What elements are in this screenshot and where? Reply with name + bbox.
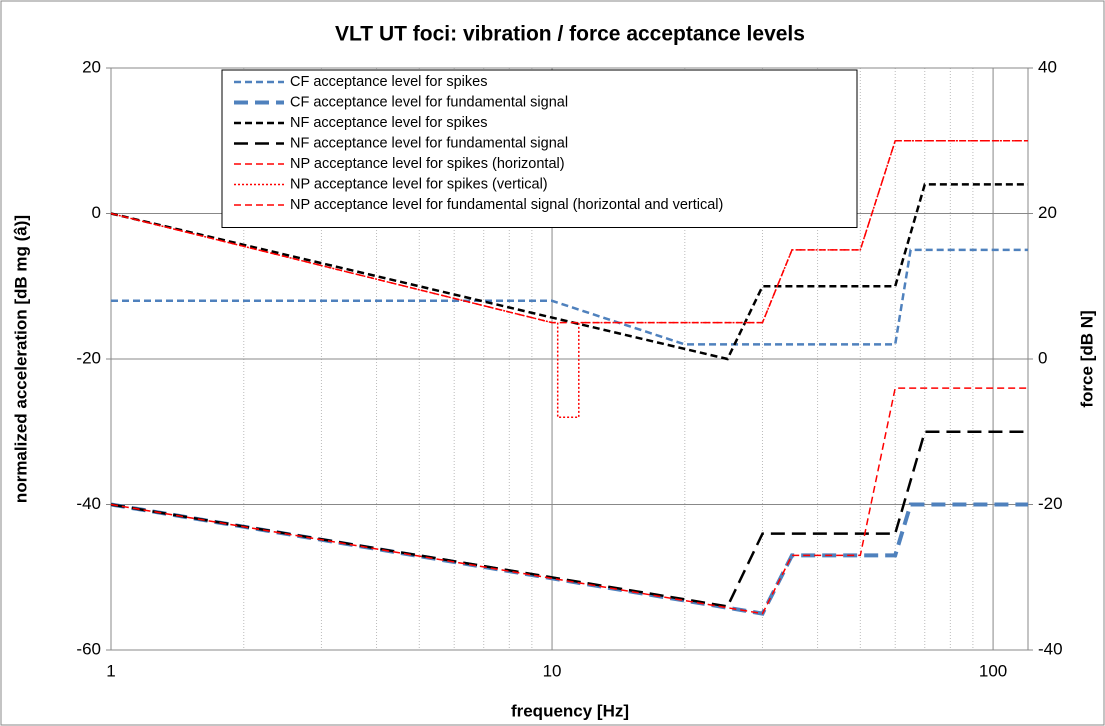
x-axis-label: frequency [Hz] <box>511 701 629 720</box>
legend-label: NP acceptance level for fundamental sign… <box>290 197 723 213</box>
y2-tick-label: 40 <box>1038 57 1057 76</box>
y2-tick-label: -20 <box>1038 494 1063 513</box>
legend-label: CF acceptance level for fundamental sign… <box>290 94 568 110</box>
y-tick-label: 20 <box>82 57 101 76</box>
y2-tick-label: 0 <box>1038 348 1047 367</box>
plot-area <box>110 67 1029 651</box>
y-tick-label: 0 <box>92 203 101 222</box>
legend-label: NF acceptance level for spikes <box>290 115 487 131</box>
legend-label: NP acceptance level for spikes (vertical… <box>290 176 548 192</box>
y-tick-label: -60 <box>76 639 101 658</box>
legend-label: NF acceptance level for fundamental sign… <box>290 135 568 151</box>
x-tick-label: 1 <box>106 661 115 680</box>
y-tick-label: -20 <box>76 348 101 367</box>
y2-tick-label: -40 <box>1038 639 1063 658</box>
series-line <box>110 183 1028 361</box>
legend-label: NP acceptance level for spikes (horizont… <box>290 156 565 172</box>
y-tick-label: -40 <box>76 494 101 513</box>
y2-tick-label: 20 <box>1038 203 1057 222</box>
x-tick-label: 10 <box>543 661 562 680</box>
legend-box <box>221 69 858 228</box>
y-axis-label: normalized acceleration [dB mg (â)] <box>11 215 30 503</box>
y2-axis-label: force [dB N] <box>1077 310 1096 407</box>
legend-label: CF acceptance level for spikes <box>290 74 487 90</box>
series-line <box>110 387 1028 615</box>
chart-title: VLT UT foci: vibration / force acceptanc… <box>335 23 805 46</box>
x-tick-label: 100 <box>979 661 1007 680</box>
